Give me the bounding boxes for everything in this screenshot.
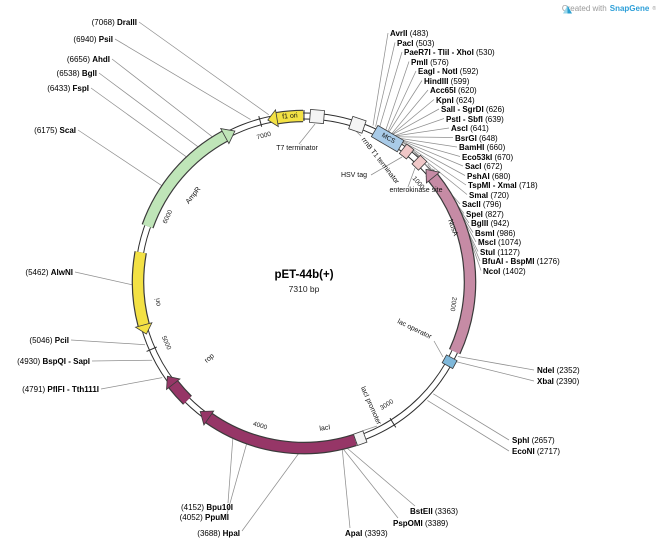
site-label-bsteii[interactable]: BstEII (3363) xyxy=(410,507,459,516)
site-label-hpai[interactable]: (3688) HpaI xyxy=(197,529,240,538)
site-label-pflfi-tth111i[interactable]: (4791) PflFI - Tth111I xyxy=(22,385,99,394)
feature-enterokinase-box[interactable] xyxy=(411,154,428,171)
watermark-brand: SnapGene xyxy=(609,4,650,13)
site-label-smai[interactable]: SmaI (720) xyxy=(469,190,510,200)
feature-label-t7-terminator[interactable]: T7 terminator xyxy=(276,145,318,152)
plasmid-size: 7310 bp xyxy=(288,284,320,294)
site-label-alwni[interactable]: (5462) AlwNI xyxy=(25,268,73,277)
site-label-eco53ki[interactable]: Eco53kI (670) xyxy=(462,152,514,162)
watermark: Created with SnapGene ® xyxy=(561,4,656,14)
watermark-prefix: Created with xyxy=(561,4,607,13)
site-label-xhoi[interactable]: PaeR7I - TliI - XhoI (530) xyxy=(404,48,495,57)
site-label-bglii[interactable]: BglII (942) xyxy=(471,219,510,228)
site-label-pcii[interactable]: (5046) PciI xyxy=(29,336,69,345)
site-label-ndei[interactable]: NdeI (2352) xyxy=(537,366,580,375)
feature-label-enterokinase[interactable]: enterokinase site xyxy=(389,187,443,194)
site-label-sali[interactable]: SalI - SgrDI (626) xyxy=(441,105,505,114)
feature-f1ori-arrowhead[interactable] xyxy=(267,108,279,128)
site-label-bsmi[interactable]: BsmI (986) xyxy=(475,228,516,238)
site-label-draiii[interactable]: (7068) DraIII xyxy=(91,18,137,27)
site-label-paci[interactable]: PacI (503) xyxy=(397,38,435,48)
feature-t7-terminator-box[interactable] xyxy=(309,109,325,124)
site-label-apai[interactable]: ApaI (3393) xyxy=(345,529,388,538)
site-label-saci[interactable]: SacI (672) xyxy=(465,162,503,171)
feature-rop-arc[interactable] xyxy=(169,381,192,404)
site-label-pmli[interactable]: PmlI (576) xyxy=(411,57,449,67)
snapgene-logo xyxy=(562,5,572,14)
feature-ampr-arrowhead[interactable] xyxy=(219,128,236,145)
feature-label-ori[interactable]: ori xyxy=(154,297,163,307)
site-label-bspqi-sapi[interactable]: (4930) BspQI - SapI xyxy=(17,357,90,366)
feature-nusa-arc[interactable] xyxy=(429,174,476,354)
feature-ampr-outline xyxy=(141,130,228,229)
feature-laci-arrowhead[interactable] xyxy=(199,410,215,426)
site-label-msci[interactable]: MscI (1074) xyxy=(478,238,522,247)
leader-lines xyxy=(70,21,535,532)
feature-label-hsv-tag[interactable]: HSV tag xyxy=(340,172,368,179)
feature-lac-operator-box[interactable] xyxy=(441,354,458,370)
site-label-psti[interactable]: PstI - SbfI (639) xyxy=(446,114,504,124)
site-label-fspi[interactable]: (6433) FspI xyxy=(47,84,89,93)
feature-rrnb-terminator-box[interactable] xyxy=(348,115,367,134)
site-label-spei[interactable]: SpeI (827) xyxy=(466,209,504,219)
site-label-tspmi-xmai[interactable]: TspMI - XmaI (718) xyxy=(468,181,538,190)
plasmid-name: pET-44b(+) xyxy=(274,269,334,281)
feature-ori-arrowhead[interactable] xyxy=(134,322,153,335)
site-label-econi[interactable]: EcoNI (2717) xyxy=(512,447,561,456)
site-label-hindiii[interactable]: HindIII (599) xyxy=(424,76,470,86)
site-label-xbai[interactable]: XbaI (2390) xyxy=(537,377,580,386)
site-label-stui[interactable]: StuI (1127) xyxy=(480,247,520,257)
site-label-bfuai-bspmi[interactable]: BfuAI - BspMI (1276) xyxy=(482,257,560,266)
feature-mcs-box[interactable] xyxy=(370,124,405,153)
watermark-reg: ® xyxy=(652,5,656,12)
feature-laci-promoter-box[interactable] xyxy=(352,430,368,447)
site-label-pshai[interactable]: PshAI (680) xyxy=(467,171,511,181)
site-label-acc65i[interactable]: Acc65I (620) xyxy=(430,86,477,95)
site-label-sphi[interactable]: SphI (2657) xyxy=(512,436,555,445)
site-label-kpni[interactable]: KpnI (624) xyxy=(436,95,475,105)
feature-hsv-tag-box[interactable] xyxy=(398,143,415,160)
site-label-sacii[interactable]: SacII (796) xyxy=(462,200,502,209)
feature-ori-arc[interactable] xyxy=(132,251,149,327)
site-label-bamhi[interactable]: BamHI (660) xyxy=(459,143,506,152)
site-label-bgli[interactable]: (6538) BglI xyxy=(56,69,97,78)
site-label-bsrgi[interactable]: BsrGI (648) xyxy=(455,133,498,143)
site-label-eagi-noti[interactable]: EagI - NotI (592) xyxy=(418,67,479,76)
feature-laci-arc[interactable] xyxy=(205,413,357,454)
site-label-ppumi[interactable]: (4052) PpuMI xyxy=(179,513,229,522)
feature-rop-arrowhead[interactable] xyxy=(166,375,181,391)
site-label-avrii[interactable]: AvrII (483) xyxy=(390,29,429,38)
site-label-psii[interactable]: (6940) PsiI xyxy=(73,35,113,44)
site-label-ncoi[interactable]: NcoI (1402) xyxy=(483,266,526,276)
feature-label-f1ori[interactable]: f1 ori xyxy=(281,112,298,121)
tick-3000 xyxy=(389,417,397,428)
site-label-scai[interactable]: (6175) ScaI xyxy=(34,126,76,135)
site-label-asci[interactable]: AscI (641) xyxy=(451,124,489,133)
tick-5000 xyxy=(146,346,157,352)
site-label-pspomi[interactable]: PspOMI (3389) xyxy=(393,519,449,528)
site-label-ahdi[interactable]: (6656) AhdI xyxy=(66,55,110,64)
tick-7000 xyxy=(258,115,263,127)
feature-ampr-arc[interactable] xyxy=(142,131,228,229)
feature-label-laci[interactable]: lacI xyxy=(319,424,331,433)
site-label-bpu10i[interactable]: (4152) Bpu10I xyxy=(180,503,233,512)
feature-nusa-arrowhead[interactable] xyxy=(425,168,441,184)
